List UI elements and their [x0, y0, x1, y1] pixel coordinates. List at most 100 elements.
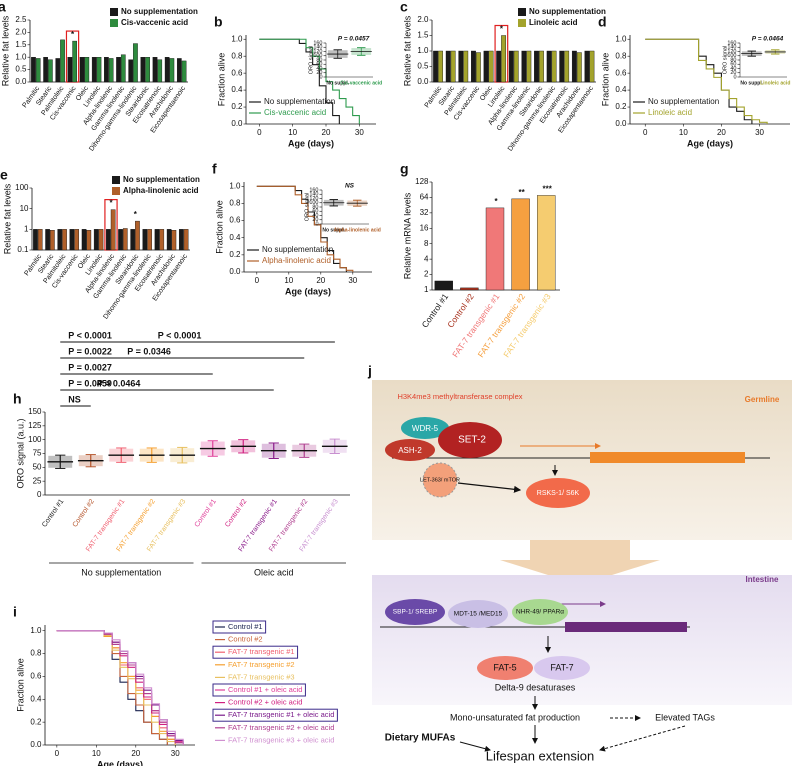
bar [79, 57, 85, 83]
legend-label: Control #2 + oleic acid [228, 698, 302, 707]
x-tick-label: 0 [257, 128, 262, 137]
bar [169, 58, 175, 83]
bar [433, 50, 439, 83]
bar [110, 209, 116, 251]
bar [458, 50, 464, 83]
bar [539, 50, 544, 83]
med15-label: MDT-15 /MED15 [454, 611, 503, 618]
gene-box [565, 622, 687, 632]
y-axis-label: Relative fat levels [402, 15, 412, 86]
y-tick-label: 16 [420, 223, 429, 232]
bar [521, 50, 527, 83]
y-tick-label: 2.0 [15, 28, 27, 37]
bar [91, 57, 97, 83]
x-tick-label: Cis-vaccenic acid [340, 80, 382, 86]
y-tick-label: 0.4 [615, 85, 627, 94]
bar [55, 58, 61, 83]
y-axis-label: Relative mRNA levels [402, 192, 412, 279]
y-axis-label: ORO signal [308, 46, 314, 74]
y-tick-label: 60 [730, 62, 736, 68]
legend-swatch [112, 187, 120, 195]
y-tick-label: 1.0 [30, 626, 42, 635]
bar [35, 58, 41, 83]
bar [62, 229, 67, 251]
bar [140, 57, 146, 83]
survival-line [259, 38, 360, 124]
y-tick-label: 60 [316, 62, 322, 68]
y-tick-label: 1.5 [15, 40, 27, 49]
bar [475, 52, 481, 83]
desaturases-label: Delta-9 desaturases [495, 682, 576, 692]
legend-label: No supplementation [648, 97, 719, 106]
legend-label: FAT-7 transgenic #2 [228, 660, 295, 669]
y-tick-label: 10 [20, 204, 29, 213]
diagram: j H3K4me3 methyltransferase complex Germ… [367, 363, 792, 763]
y-tick-label: 0.6 [231, 68, 243, 77]
x-tick-label: Control #1 [194, 498, 218, 529]
bar [434, 280, 453, 291]
bar [166, 229, 172, 251]
y-tick-label: 140 [309, 192, 318, 198]
bar [50, 230, 55, 251]
x-tick-label: Control #2 [224, 498, 248, 529]
bar [546, 50, 552, 83]
bar [483, 50, 489, 83]
annotation: P = 0.0464 [752, 36, 784, 43]
legend-box [212, 708, 338, 722]
y-tick-label: 0.5 [15, 65, 27, 74]
bar [171, 230, 177, 251]
legend-box [212, 620, 267, 634]
y-tick-label: 1.0 [229, 181, 241, 190]
arrow [457, 482, 522, 493]
bar [526, 50, 532, 83]
legend-label: FAT-7 transgenic #2 + oleic acid [228, 723, 334, 732]
y-tick-label: 0.2 [615, 102, 627, 111]
y-tick-label: 64 [420, 193, 429, 202]
y-tick-label: 1.0 [231, 34, 243, 43]
legend-label: FAT-7 transgenic #3 [228, 672, 295, 681]
y-tick-label: 1 [24, 224, 29, 233]
y-tick-label: 0 [315, 221, 318, 227]
bar [438, 50, 443, 83]
lifespan-label: Lifespan extension [486, 748, 594, 763]
bar [130, 229, 136, 251]
bar [488, 50, 494, 83]
y-tick-label: 0.0 [615, 119, 627, 128]
group-label: Oleic acid [254, 567, 294, 577]
y-tick-label: 0.0 [417, 77, 429, 86]
annotation: ** [518, 188, 525, 197]
bar [60, 39, 65, 83]
bar [142, 229, 148, 251]
legend-box [212, 645, 299, 659]
y-axis-label: Relative fat levels [2, 183, 12, 254]
legend-label: No supplementation [121, 7, 198, 16]
panel-label: i [13, 604, 17, 620]
y-tick-label: 125 [28, 421, 42, 430]
bar [98, 229, 104, 251]
x-tick-label: 10 [679, 128, 688, 137]
y-tick-label: 80 [730, 57, 736, 63]
x-tick-label: Linoleic acid [760, 80, 790, 86]
legend-label: Linoleic acid [648, 108, 692, 117]
y-tick-label: 100 [28, 435, 42, 444]
bar [122, 228, 128, 251]
bar [551, 50, 557, 83]
bar [576, 52, 582, 83]
y-tick-label: 1.5 [417, 31, 429, 40]
set2-node [438, 422, 502, 458]
y-tick-label: 0.4 [231, 85, 243, 94]
legend-swatch [110, 8, 118, 16]
y-axis-label: ORO signal (a.u.) [15, 418, 25, 488]
y-tick-label: 32 [420, 208, 429, 217]
y-tick-label: 0.0 [30, 740, 42, 749]
x-axis-label: Age (days) [288, 138, 334, 148]
y-tick-label: 1.0 [615, 34, 627, 43]
x-axis-label: Age (days) [285, 286, 331, 296]
mufa-production-label: Mono-unsaturated fat production [450, 712, 580, 722]
y-tick-label: 140 [313, 45, 322, 51]
bar [154, 229, 160, 251]
bar [471, 50, 476, 83]
y-tick-label: 0.8 [231, 51, 243, 60]
panel-label: h [13, 391, 22, 407]
bar [152, 57, 158, 83]
